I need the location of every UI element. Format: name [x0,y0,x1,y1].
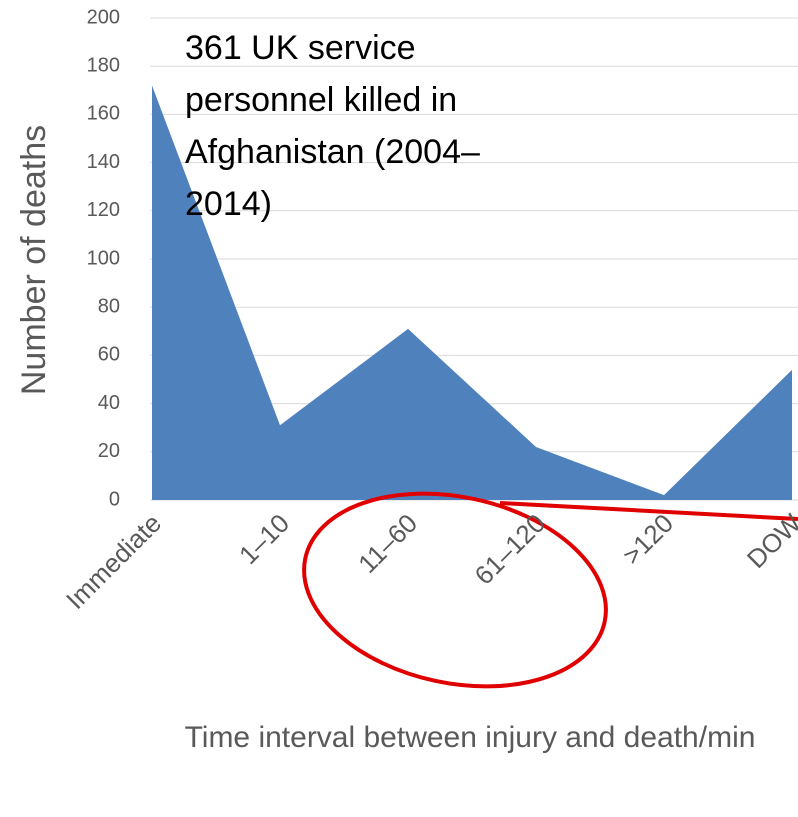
x-axis-title: Time interval between injury and death/m… [184,721,756,754]
x-tick-label: Immediate [60,508,167,615]
y-tick-label: 160 [87,103,120,125]
x-tick-label: >120 [616,508,679,571]
y-axis-title: Number of deaths [15,125,53,395]
x-tick-label: 11–60 [352,508,423,579]
highlight-line [499,501,798,521]
area [152,85,792,500]
y-tick-label: 20 [98,440,120,462]
x-tick-label: 1–10 [233,508,295,570]
y-tick-label: 0 [109,488,120,510]
y-tick-label: 140 [87,151,120,173]
y-tick-label: 100 [87,247,120,269]
y-tick-label: 60 [98,344,120,366]
x-tick-label: 61–120 [469,508,552,591]
chart-title: 361 UK service personnel killed in Afgha… [185,29,480,223]
y-tick-label: 200 [87,6,120,28]
y-tick-label: 180 [87,54,120,76]
marks [152,85,792,500]
y-tick-label: 120 [87,199,120,221]
y-tick-label: 80 [98,295,120,317]
y-tick-label: 40 [98,392,120,414]
highlight-ellipse [302,491,608,689]
